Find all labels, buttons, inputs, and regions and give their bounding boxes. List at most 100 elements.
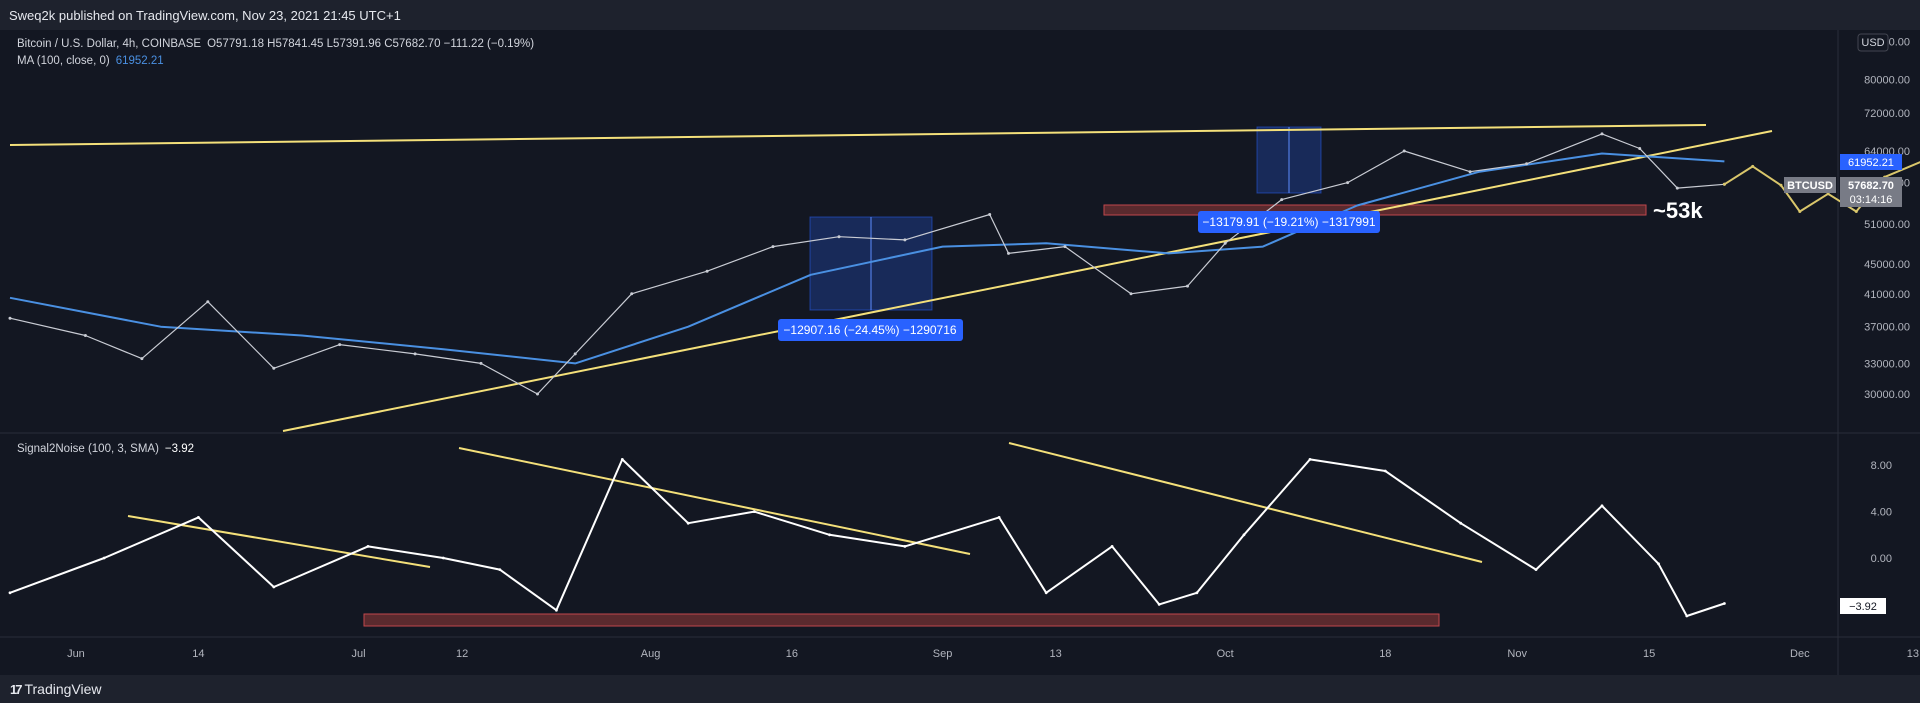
time-tick-label: Oct: [1217, 648, 1234, 660]
ohlc-values: O57791.18 H57841.45 L57391.96 C57682.70 …: [207, 38, 534, 50]
price-point: [1798, 210, 1802, 213]
last-price-tag: 57682.70: [1848, 180, 1894, 192]
price-point: [1525, 162, 1529, 166]
time-tick-label: Sep: [933, 648, 953, 660]
time-tick-label: 15: [1643, 648, 1655, 660]
indicator-axis[interactable]: 8.00 4.00 0.00: [1871, 460, 1892, 565]
chart-area[interactable]: −12907.16 (−24.45%) −1290716 −13179.91 (…: [0, 30, 1920, 675]
indicator-point: [903, 545, 907, 548]
indicator-point: [555, 608, 558, 612]
indicator-point: [1044, 591, 1048, 595]
price-point: [1854, 210, 1858, 213]
indicator-value-tag: −3.92: [1849, 601, 1877, 613]
price-tick-label: 33000.00: [1864, 358, 1910, 370]
price-tick-label: 80000.00: [1864, 74, 1910, 86]
price-tick-label: 37000.00: [1864, 322, 1910, 334]
indicator-point: [1459, 521, 1463, 525]
price-point: [83, 334, 87, 337]
indicator-point: [102, 556, 106, 560]
price-point: [1063, 245, 1067, 249]
price-line: [9, 133, 1725, 395]
indicator-point: [752, 510, 756, 513]
header-bar: Sweq2k published on TradingView.com, Nov…: [0, 0, 1920, 30]
tradingview-logo-icon: 17: [10, 681, 23, 697]
indicator-tick-label: 4.00: [1871, 507, 1892, 519]
tradingview-logo[interactable]: 17 TradingView: [10, 681, 102, 697]
measure-label-1: −12907.16 (−24.45%) −1290716: [783, 323, 956, 337]
price-point: [1600, 132, 1604, 136]
indicator-value-tag-bg: [1840, 598, 1886, 614]
measure-label-2: −13179.91 (−19.21%) −1317991: [1202, 215, 1375, 229]
time-tick-label: Jun: [67, 648, 85, 660]
indicator-point: [498, 568, 502, 571]
price-point: [903, 238, 907, 242]
indicator-point: [1383, 469, 1387, 473]
annotation-53k: ~53k: [1653, 198, 1703, 223]
last-price-tag-bg: [1840, 177, 1902, 207]
indicator-point: [997, 516, 1001, 519]
price-tick-label: 30000.00: [1864, 389, 1910, 401]
support-zone-indicator: [363, 613, 1440, 627]
indicator-point: [686, 521, 690, 525]
indicator-point: [620, 458, 624, 461]
price-point: [1007, 251, 1010, 255]
indicator-series: [8, 458, 1726, 618]
price-point: [630, 292, 634, 296]
price-point: [1346, 181, 1350, 185]
indicator-point: [1110, 545, 1114, 548]
currency-label: USD: [1861, 37, 1884, 49]
price-point: [140, 357, 144, 361]
currency-badge[interactable]: [1857, 33, 1889, 52]
footer-bar: 17 TradingView: [0, 675, 1920, 703]
price-point: [1638, 147, 1642, 150]
tradingview-brand: TradingView: [24, 681, 102, 697]
indicator-point: [1195, 591, 1199, 595]
price-point: [206, 300, 210, 304]
symbol-tag: BTCUSD: [1787, 180, 1833, 192]
price-series: [8, 132, 1920, 396]
price-point: [1779, 183, 1783, 187]
price-point: [705, 269, 709, 273]
indicator-point: [828, 533, 831, 537]
indicator-trendline-3: [1008, 442, 1483, 563]
indicator-point: [1308, 458, 1312, 461]
time-tick-label: Jul: [352, 648, 366, 660]
indicator-tick-label: 0.00: [1871, 553, 1892, 565]
price-point: [573, 352, 577, 356]
price-point: [1280, 198, 1284, 202]
measure-label-2-bg: [1198, 211, 1380, 233]
support-trendline: [282, 130, 1773, 432]
indicator-point: [366, 545, 370, 548]
price-point: [272, 366, 276, 370]
indicator-point: [1242, 533, 1246, 537]
price-tick-label: 51000.00: [1864, 219, 1910, 231]
indicator-line: [9, 458, 1725, 617]
indicator-point: [1534, 568, 1538, 571]
price-point: [1468, 170, 1472, 174]
bar-countdown: 03:14:16: [1850, 194, 1893, 206]
ma-value: 61952.21: [116, 55, 164, 67]
indicator-point: [1723, 602, 1726, 605]
price-point: [1186, 284, 1189, 288]
indicator-legend: Signal2Noise (100, 3, SMA) −3.92: [17, 443, 194, 455]
time-tick-label: Nov: [1507, 648, 1527, 660]
price-point: [1402, 149, 1406, 153]
indicator-point: [1600, 504, 1604, 508]
indicator-value: −3.92: [165, 443, 194, 455]
price-point: [479, 361, 483, 365]
indicator-point: [1657, 562, 1660, 566]
ma-price-tag-bg: [1840, 154, 1902, 170]
price-tick-label: 45000.00: [1864, 259, 1910, 271]
resistance-trendline: [9, 124, 1707, 146]
price-axis[interactable]: 90000.0080000.0072000.0064000.0058000.00…: [1864, 37, 1910, 401]
price-point: [1751, 164, 1755, 168]
price-point: [1722, 182, 1726, 186]
symbol-name: Bitcoin / U.S. Dollar, 4h, COINBASE: [17, 38, 201, 50]
price-tick-label: 41000.00: [1864, 289, 1910, 301]
chart-svg[interactable]: −12907.16 (−24.45%) −1290716 −13179.91 (…: [0, 30, 1920, 675]
time-tick-label: 18: [1379, 648, 1391, 660]
price-point: [771, 245, 775, 249]
indicator-tick-label: 8.00: [1871, 460, 1892, 472]
time-axis[interactable]: Jun14Jul12Aug16Sep13Oct18Nov15Dec1320221…: [67, 648, 1920, 660]
indicator-point: [272, 585, 276, 589]
